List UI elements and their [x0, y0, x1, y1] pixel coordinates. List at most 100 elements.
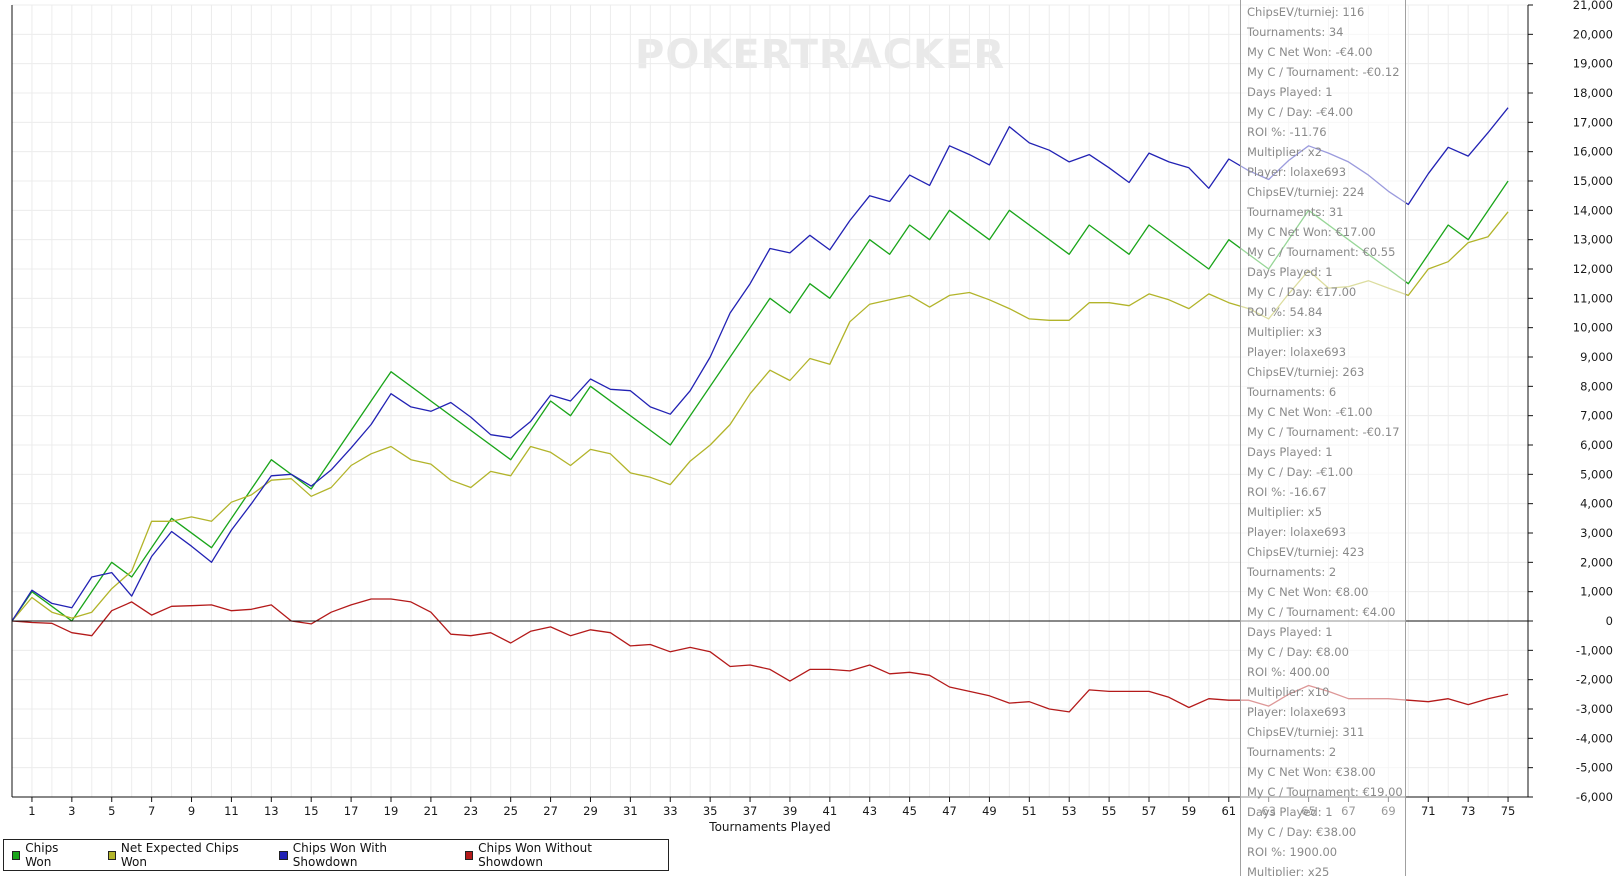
tooltip-line: My C Net Won: €17.00: [1247, 225, 1376, 239]
x-tick-label: 37: [743, 804, 758, 818]
x-tick-label: 13: [264, 804, 279, 818]
y-tick-label: 1,000: [1580, 585, 1613, 599]
x-tick-label: 5: [108, 804, 115, 818]
x-tick-label: 31: [623, 804, 638, 818]
x-tick-label: 73: [1461, 804, 1476, 818]
tooltip-line: Player: lolaxe693: [1247, 165, 1347, 179]
tooltip-line: My C Net Won: €38.00: [1247, 765, 1376, 779]
x-tick-label: 51: [1022, 804, 1037, 818]
tooltip-line: ChipsEV/turniej: 116: [1247, 5, 1365, 19]
x-tick-label: 43: [862, 804, 877, 818]
legend-item: Chips Won With Showdown: [279, 841, 438, 869]
y-tick-label: 14,000: [1573, 203, 1613, 217]
y-tick-label: 0: [1606, 614, 1613, 628]
x-tick-label: 45: [902, 804, 917, 818]
y-tick-label: 6,000: [1580, 438, 1613, 452]
x-tick-label: 71: [1421, 804, 1436, 818]
tooltip-line: Multiplier: x10: [1247, 685, 1330, 699]
y-tick-label: 8,000: [1580, 379, 1613, 393]
y-tick-label: -2,000: [1576, 673, 1613, 687]
x-tick-label: 33: [663, 804, 678, 818]
tooltip-line: ChipsEV/turniej: 224: [1247, 185, 1365, 199]
x-tick-label: 21: [424, 804, 439, 818]
x-tick-label: 35: [703, 804, 718, 818]
tooltip-line: ChipsEV/turniej: 311: [1247, 725, 1365, 739]
legend-item: Chips Won: [12, 841, 82, 869]
legend-label: Net Expected Chips Won: [120, 841, 239, 869]
tooltip-line: ROI %: 400.00: [1247, 665, 1330, 679]
x-tick-label: 53: [1062, 804, 1077, 818]
y-tick-label: -1,000: [1576, 643, 1613, 657]
y-tick-label: 10,000: [1573, 321, 1613, 335]
x-tick-label: 7: [148, 804, 155, 818]
x-tick-label: 23: [463, 804, 478, 818]
x-tick-label: 1: [28, 804, 35, 818]
x-tick-label: 15: [304, 804, 319, 818]
tooltip-line: Days Played: 1: [1247, 805, 1333, 819]
tooltip-line: Tournaments: 6: [1247, 385, 1337, 399]
watermark: POKERTRACKER: [635, 32, 1005, 78]
y-tick-label: 16,000: [1573, 145, 1613, 159]
tooltip-line: My C / Day: €17.00: [1247, 285, 1357, 299]
legend-item: Net Expected Chips Won: [107, 841, 254, 869]
tooltip-line: Multiplier: x5: [1247, 505, 1323, 519]
y-tick-label: 9,000: [1580, 350, 1613, 364]
tooltip-line: Tournaments: 2: [1247, 745, 1337, 759]
tooltip-line: Days Played: 1: [1247, 445, 1333, 459]
tooltip-line: ChipsEV/turniej: 263: [1247, 365, 1365, 379]
tooltip-line: Multiplier: x3: [1247, 325, 1323, 339]
tooltip-lines: ChipsEV/turniej: 116 Tournaments: 34 My C …: [1241, 2, 1405, 876]
y-tick-label: 18,000: [1573, 86, 1613, 100]
x-tick-label: 3: [68, 804, 75, 818]
tooltip-line: Player: lolaxe693: [1247, 525, 1347, 539]
y-tick-label: -3,000: [1576, 702, 1613, 716]
tooltip-line: Player: lolaxe693: [1247, 345, 1347, 359]
tooltip-line: ChipsEV/turniej: 423: [1247, 545, 1365, 559]
x-tick-label: 9: [188, 804, 195, 818]
tooltip-line: My C / Tournament: €0.55: [1247, 245, 1396, 259]
tooltip-line: My C / Tournament: -€0.17: [1247, 425, 1400, 439]
x-axis-title: Tournaments Played: [708, 820, 830, 834]
x-tick-label: 29: [583, 804, 598, 818]
data-tooltip: ChipsEV/turniej: 116 Tournaments: 34 My C …: [1240, 0, 1406, 876]
y-tick-label: 17,000: [1573, 115, 1613, 129]
x-tick-label: 49: [982, 804, 997, 818]
x-tick-label: 19: [384, 804, 399, 818]
legend: Chips Won Net Expected Chips Won Chips Won…: [3, 839, 669, 871]
legend-label: Chips Won With Showdown: [292, 841, 387, 869]
tooltip-line: Multiplier: x2: [1247, 145, 1323, 159]
y-tick-label: 11,000: [1573, 291, 1613, 305]
tooltip-line: My C Net Won: -€4.00: [1247, 45, 1373, 59]
tooltip-line: Tournaments: 34: [1247, 25, 1344, 39]
legend-swatch: [279, 850, 288, 860]
series-line-1: [11, 180, 1509, 622]
y-tick-label: -6,000: [1576, 790, 1613, 804]
legend-swatch: [12, 850, 21, 860]
legend-item: Chips Won Without Showdown: [464, 841, 642, 869]
y-tick-label: 21,000: [1573, 0, 1613, 12]
tooltip-line: Tournaments: 31: [1247, 205, 1344, 219]
y-tick-label: -5,000: [1576, 761, 1613, 775]
legend-label: Chips Won Without Showdown: [478, 841, 592, 869]
tooltip-line: My C / Day: -€1.00: [1247, 465, 1354, 479]
y-tick-label: 20,000: [1573, 27, 1613, 41]
x-tick-label: 17: [344, 804, 359, 818]
tooltip-line: ROI %: 54.84: [1247, 305, 1323, 319]
tooltip-line: Days Played: 1: [1247, 625, 1333, 639]
tooltip-line: ROI %: 1900.00: [1247, 845, 1338, 859]
y-tick-label: 3,000: [1580, 526, 1613, 540]
x-tick-label: 25: [503, 804, 518, 818]
y-tick-label: -4,000: [1576, 731, 1613, 745]
tooltip-line: My C Net Won: €8.00: [1247, 585, 1369, 599]
legend-swatch: [464, 850, 474, 860]
y-tick-label: 12,000: [1573, 262, 1613, 276]
tooltip-line: Days Played: 1: [1247, 85, 1333, 99]
tooltip-line: Player: lolaxe693: [1247, 705, 1347, 719]
tooltip-line: My C / Day: €8.00: [1247, 645, 1349, 659]
y-tick-label: 4,000: [1580, 497, 1613, 511]
tooltip-line: My C / Tournament: €19.00: [1247, 785, 1403, 799]
y-tick-label: 7,000: [1580, 409, 1613, 423]
y-axis-ticks: 21,000 20,000 19,000 18,000 17,000 16,000 15,0…: [1528, 0, 1613, 804]
x-tick-label: 59: [1182, 804, 1197, 818]
